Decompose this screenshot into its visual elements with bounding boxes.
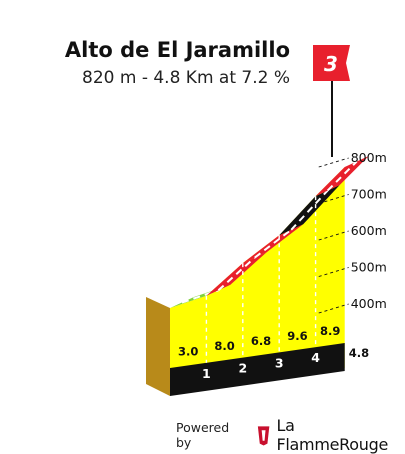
segment-gradient-label: 8.0 xyxy=(214,339,234,353)
elevation-guide-line xyxy=(318,267,349,277)
road-centre-line xyxy=(290,189,329,231)
segment-gradient-label: 6.8 xyxy=(251,334,271,348)
climb-title: Alto de El Jaramillo xyxy=(64,38,290,62)
footer: Powered by La FlammeRouge xyxy=(176,416,405,454)
road-centre-line xyxy=(217,256,256,291)
category-flag xyxy=(313,45,350,81)
road-segment xyxy=(242,224,304,264)
total-distance-label: 4.8 xyxy=(349,346,369,360)
elevation-tick-label: 800m xyxy=(351,150,387,165)
km-marker-label: 3 xyxy=(275,355,284,370)
category-number: 3 xyxy=(324,52,338,76)
profile-base-strip xyxy=(170,343,345,396)
chart-layer: 3.0 8.0 6.8 9.6 8.9 1 2 3 4 4.8 400m 500m 600m 700m 80… xyxy=(146,150,387,396)
km-marker-label: 2 xyxy=(238,361,247,376)
road-centre-line xyxy=(326,160,358,192)
powered-by-label: Powered by xyxy=(176,420,230,450)
km-marker-label: 4 xyxy=(311,350,320,365)
elevation-guide-line xyxy=(318,303,349,314)
elevation-tick-label: 700m xyxy=(351,187,387,202)
segment-gradient-label: 9.6 xyxy=(287,329,307,343)
flame-logo-icon xyxy=(258,426,270,446)
elevation-tick-label: 500m xyxy=(351,260,387,275)
brand-name[interactable]: La FlammeRouge xyxy=(276,416,388,454)
elevation-guide-line xyxy=(318,230,349,241)
elevation-guide-line xyxy=(318,194,349,204)
elevation-tick-label: 400m xyxy=(351,296,387,311)
segment-gradient-label: 3.0 xyxy=(178,344,198,358)
road-centre-line xyxy=(254,228,292,259)
profile-side-face xyxy=(146,297,170,396)
road-centre-line xyxy=(181,289,219,304)
road-segment xyxy=(315,156,369,197)
segment-gradient-label: 8.9 xyxy=(320,324,340,338)
km-marker-label: 1 xyxy=(202,366,211,381)
elevation-guide-line xyxy=(318,157,349,168)
elevation-tick-label: 600m xyxy=(351,223,387,238)
climb-summary: 820 m - 4.8 Km at 7.2 % xyxy=(82,68,290,88)
